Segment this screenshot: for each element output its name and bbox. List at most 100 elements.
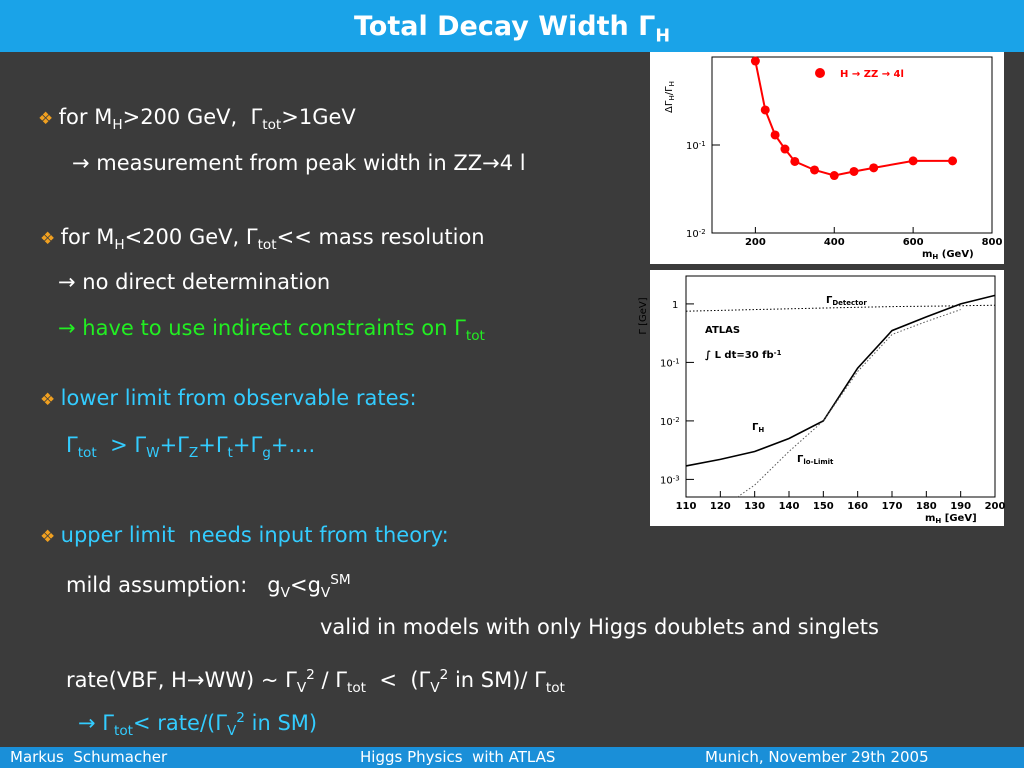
y-tick-label-base: 10 [660, 417, 673, 428]
text-run: (GeV) [938, 249, 973, 260]
text-run: ΔΓ [664, 100, 675, 113]
x-tick-label: 130 [744, 501, 765, 512]
text-line: for MH<200 GeV, Γtot<< mass resolution [40, 225, 485, 257]
y-tick-label-exp: -2 [699, 228, 706, 236]
legend-marker [815, 68, 825, 78]
series-label: ΓH [752, 422, 764, 434]
data-point [750, 56, 760, 66]
text-run: -1 [774, 349, 782, 357]
text-run: H [935, 517, 941, 525]
text-run: V [280, 585, 290, 602]
text-run: Total Decay Width Γ [353, 11, 656, 42]
text-run: / Γ [314, 668, 347, 692]
data-line [685, 294, 996, 467]
text-line: → Γtot< rate/(ΓV2 in SM) [78, 706, 317, 743]
x-tick-label: 600 [903, 237, 924, 248]
text-run: H [932, 253, 938, 261]
text-line: → measurement from peak width in ZZ→4 l [72, 151, 526, 175]
text-run: < (Γ [366, 668, 431, 692]
data-point [849, 166, 859, 176]
y-tick-label: 10-2 [686, 228, 706, 240]
legend-label: H → ZZ → 4l [840, 69, 904, 80]
text-run: Γ [66, 433, 78, 457]
text-run: rate(VBF, H→WW) ~ Γ [66, 668, 297, 692]
x-tick-label: 140 [779, 501, 800, 512]
text-run: tot [262, 117, 282, 134]
text-run: H [668, 95, 676, 100]
y-tick-label-exp: -2 [673, 416, 680, 424]
text-run: g [262, 445, 271, 462]
y-tick-label: 10-1 [686, 140, 706, 152]
text-run: tot [257, 237, 277, 254]
x-tick-label: 110 [676, 501, 697, 512]
text-run: in SM) [244, 711, 318, 735]
text-run: Γ [826, 295, 833, 306]
x-tick-label: 400 [824, 237, 845, 248]
data-point [829, 171, 839, 181]
plot-background [650, 52, 1004, 264]
x-tick-label: 800 [982, 237, 1003, 248]
x-tick-label: 180 [916, 501, 937, 512]
text-run: V [296, 680, 307, 697]
text-run: +Γ [198, 433, 228, 457]
text-run: +Γ [232, 433, 263, 457]
text-run: H [758, 426, 764, 434]
text-line: mild assumption: gV<gVSM [66, 568, 351, 605]
text-run: tot [113, 723, 134, 740]
text-run: H [655, 26, 671, 47]
x-axis-label: mH (GeV) [922, 249, 974, 261]
text-run: +.... [270, 433, 316, 457]
text-run: >200 GeV, Γ [122, 105, 263, 129]
text-run: Γ [GeV] [638, 297, 649, 334]
text-run: Γ [752, 422, 759, 433]
y-axis-label: ΔΓH/ΓH [664, 81, 676, 113]
text-run: 2 [306, 667, 315, 683]
text-run: 2 [439, 667, 449, 683]
text-run: V [320, 585, 331, 602]
text-run: → measurement from peak width in ZZ→4 l [72, 151, 526, 175]
text-run: /Γ [664, 86, 675, 95]
text-run: Z [188, 445, 199, 462]
text-run: SM [330, 572, 351, 588]
y-tick-label-base: 10 [660, 475, 673, 486]
series-label: ΓDetector [826, 295, 867, 307]
footer-place: Munich, November 29th 2005 [705, 748, 929, 766]
y-tick-label-exp: -1 [699, 140, 706, 148]
text-run: for M [58, 105, 113, 129]
y-tick-label-exp: -1 [673, 358, 680, 366]
data-line [737, 309, 961, 498]
data-point [790, 156, 800, 166]
text-run: upper limit needs input from theory: [60, 523, 449, 547]
plot-background [650, 270, 1004, 526]
text-line: → no direct determination [58, 270, 330, 294]
x-tick-label: 170 [882, 501, 903, 512]
title: Total Decay Width ΓH [0, 0, 1024, 52]
text-run: [GeV] [941, 513, 976, 524]
data-point [810, 165, 820, 175]
text-run: H [114, 237, 125, 254]
y-tick-label-base: 10 [660, 358, 673, 369]
text-run: valid in models with only Higgs doublets… [320, 615, 879, 639]
y-axis-label: Γ [GeV] [638, 297, 649, 334]
text-run: m [925, 513, 935, 524]
text-run: t [227, 445, 233, 462]
x-tick-label: 200 [985, 501, 1006, 512]
text-run: tot [346, 680, 367, 697]
text-run: tot [465, 328, 485, 345]
data-point [948, 156, 958, 166]
text-run: for M [60, 225, 115, 249]
x-tick-label: 190 [950, 501, 971, 512]
y-tick-label-exp: -3 [673, 475, 680, 483]
footer-talk: Higgs Physics with ATLAS [360, 748, 556, 766]
text-run: H [668, 81, 676, 86]
data-line [685, 304, 996, 312]
text-run: lower limit from observable rates: [60, 386, 417, 410]
footer-author: Markus Schumacher [10, 748, 168, 766]
text-run: → Γ [78, 711, 114, 735]
text-run: +Γ [159, 433, 189, 457]
y-tick-label-base: 10 [686, 141, 699, 152]
plot-frame [685, 275, 996, 498]
text-run: tot [545, 680, 565, 697]
